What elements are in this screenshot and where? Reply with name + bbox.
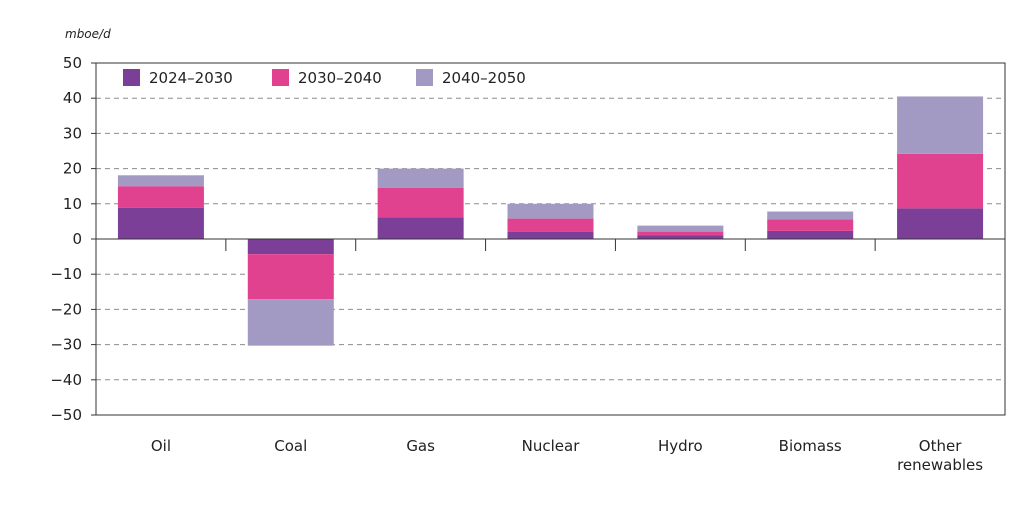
bar-coal-series-2 [247, 254, 334, 300]
legend-swatch [123, 69, 140, 86]
legend: 2024–2030 2030–2040 2040–2050 [123, 69, 526, 87]
x-tick-label: Nuclear [522, 437, 581, 455]
bar-gas-series-1 [377, 217, 464, 239]
bar-gas-series-3 [377, 168, 464, 188]
y-tick-label: −50 [50, 406, 82, 424]
x-tick-label: renewables [897, 456, 983, 474]
legend-label: 2040–2050 [442, 69, 526, 87]
bar-hydro-series-1 [637, 235, 724, 239]
y-tick-label: −30 [50, 336, 82, 354]
bar-other-series-2 [897, 153, 984, 209]
bar-hydro-series-2 [637, 231, 724, 236]
x-tick-label: Oil [151, 437, 171, 455]
bar-biomass-series-1 [767, 230, 854, 239]
bar-coal-series-3 [247, 299, 334, 346]
bar-nuclear-series-2 [507, 218, 594, 232]
y-tick-label: 30 [63, 124, 82, 142]
bar-oil-series-3 [117, 175, 204, 187]
bar-oil-series-2 [117, 186, 204, 208]
y-tick-label: −10 [50, 265, 82, 283]
bar-biomass-series-3 [767, 211, 854, 220]
y-tick-label: 10 [63, 195, 82, 213]
legend-label: 2024–2030 [149, 69, 233, 87]
y-tick-labels: 50 40 30 20 10 0 −10 −20 −30 −40 −50 [50, 54, 82, 424]
bar-nuclear-series-3 [507, 203, 594, 219]
bar-nuclear-series-1 [507, 231, 594, 239]
y-tick-label: 20 [63, 160, 82, 178]
bars [117, 96, 984, 346]
y-tick-label: −20 [50, 300, 82, 318]
bar-other-series-1 [897, 208, 984, 239]
x-tick-label: Coal [274, 437, 307, 455]
x-tick-label: Other [919, 437, 962, 455]
legend-label: 2030–2040 [298, 69, 382, 87]
bar-other-series-3 [897, 96, 984, 154]
bar-biomass-series-2 [767, 219, 854, 231]
legend-swatch [272, 69, 289, 86]
legend-swatch [416, 69, 433, 86]
y-tick-label: 0 [72, 230, 82, 248]
x-tick-label: Hydro [658, 437, 703, 455]
bar-coal-series-1 [247, 239, 334, 255]
x-tick-label: Gas [406, 437, 435, 455]
bar-gas-series-2 [377, 187, 464, 218]
x-tick-labels: Oil Coal Gas Nuclear Hydro Biomass Otherrenewa… [151, 437, 983, 474]
bar-oil-series-1 [117, 207, 204, 239]
bar-hydro-series-3 [637, 225, 724, 232]
x-tick-label: Biomass [779, 437, 842, 455]
y-tick-label: 50 [63, 54, 82, 72]
unit-label: mboe/d [65, 27, 111, 41]
y-tick-label: −40 [50, 371, 82, 389]
axes [91, 62, 1006, 416]
y-tick-label: 40 [63, 89, 82, 107]
